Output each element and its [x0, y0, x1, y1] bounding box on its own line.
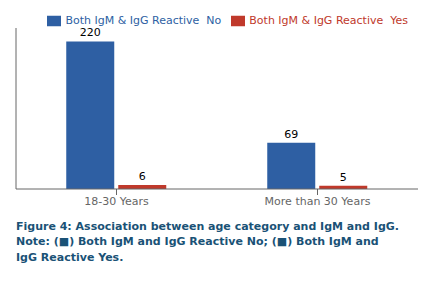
- svg-text:220: 220: [80, 26, 101, 39]
- svg-text:More than 30 Years: More than 30 Years: [265, 195, 371, 208]
- html-text:IgG Reactive Yes.: IgG Reactive Yes.: [16, 250, 124, 264]
- html-text:Both IgM & IgG Reactive No: Both IgM & IgG Reactive No: [65, 14, 222, 27]
- svg-text:18-30 Years: 18-30 Years: [84, 195, 149, 208]
- html-text:Both IgM & IgG Reactive Yes: Both IgM & IgG Reactive Yes: [249, 14, 408, 27]
- svg-text:69: 69: [284, 128, 298, 141]
- html-text:Figure 4: Association between: Figure 4: Association between age catego…: [16, 220, 399, 233]
- svg-text:5: 5: [340, 171, 347, 184]
- html-text:Note: (■) Both IgM and IgG Rea: Note: (■) Both IgM and IgG Reactive No; …: [16, 235, 379, 249]
- svg-text:6: 6: [139, 170, 146, 183]
